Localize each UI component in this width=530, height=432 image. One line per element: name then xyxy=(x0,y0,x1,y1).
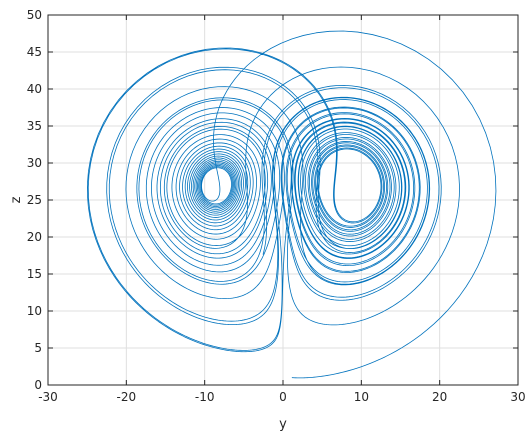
x-tick-label: -20 xyxy=(117,390,137,404)
y-tick-label: 35 xyxy=(27,119,42,133)
tick-marks xyxy=(47,14,519,386)
series-line xyxy=(87,30,497,379)
x-tick-label: 0 xyxy=(279,390,287,404)
x-tick-label: -10 xyxy=(195,390,215,404)
y-tick-label: 25 xyxy=(27,193,42,207)
x-tick-label: -30 xyxy=(38,390,58,404)
y-tick-labels: 0 5 10 15 20 25 30 35 40 45 50 xyxy=(27,8,42,392)
x-tick-labels: -30 -20 -10 0 10 20 30 xyxy=(38,390,525,404)
y-tick-label: 10 xyxy=(27,304,42,318)
x-tick-label: 10 xyxy=(354,390,369,404)
y-tick-label: 20 xyxy=(27,230,42,244)
y-tick-label: 5 xyxy=(34,341,42,355)
y-tick-label: 45 xyxy=(27,45,42,59)
series-group xyxy=(87,30,497,379)
y-tick-label: 30 xyxy=(27,156,42,170)
x-tick-label: 30 xyxy=(510,390,525,404)
x-tick-label: 20 xyxy=(432,390,447,404)
y-axis-label: z xyxy=(9,196,24,203)
y-tick-label: 0 xyxy=(34,378,42,392)
y-tick-label: 15 xyxy=(27,267,42,281)
x-axis-label: y xyxy=(279,417,287,432)
y-tick-label: 50 xyxy=(27,8,42,22)
y-tick-label: 40 xyxy=(27,82,42,96)
